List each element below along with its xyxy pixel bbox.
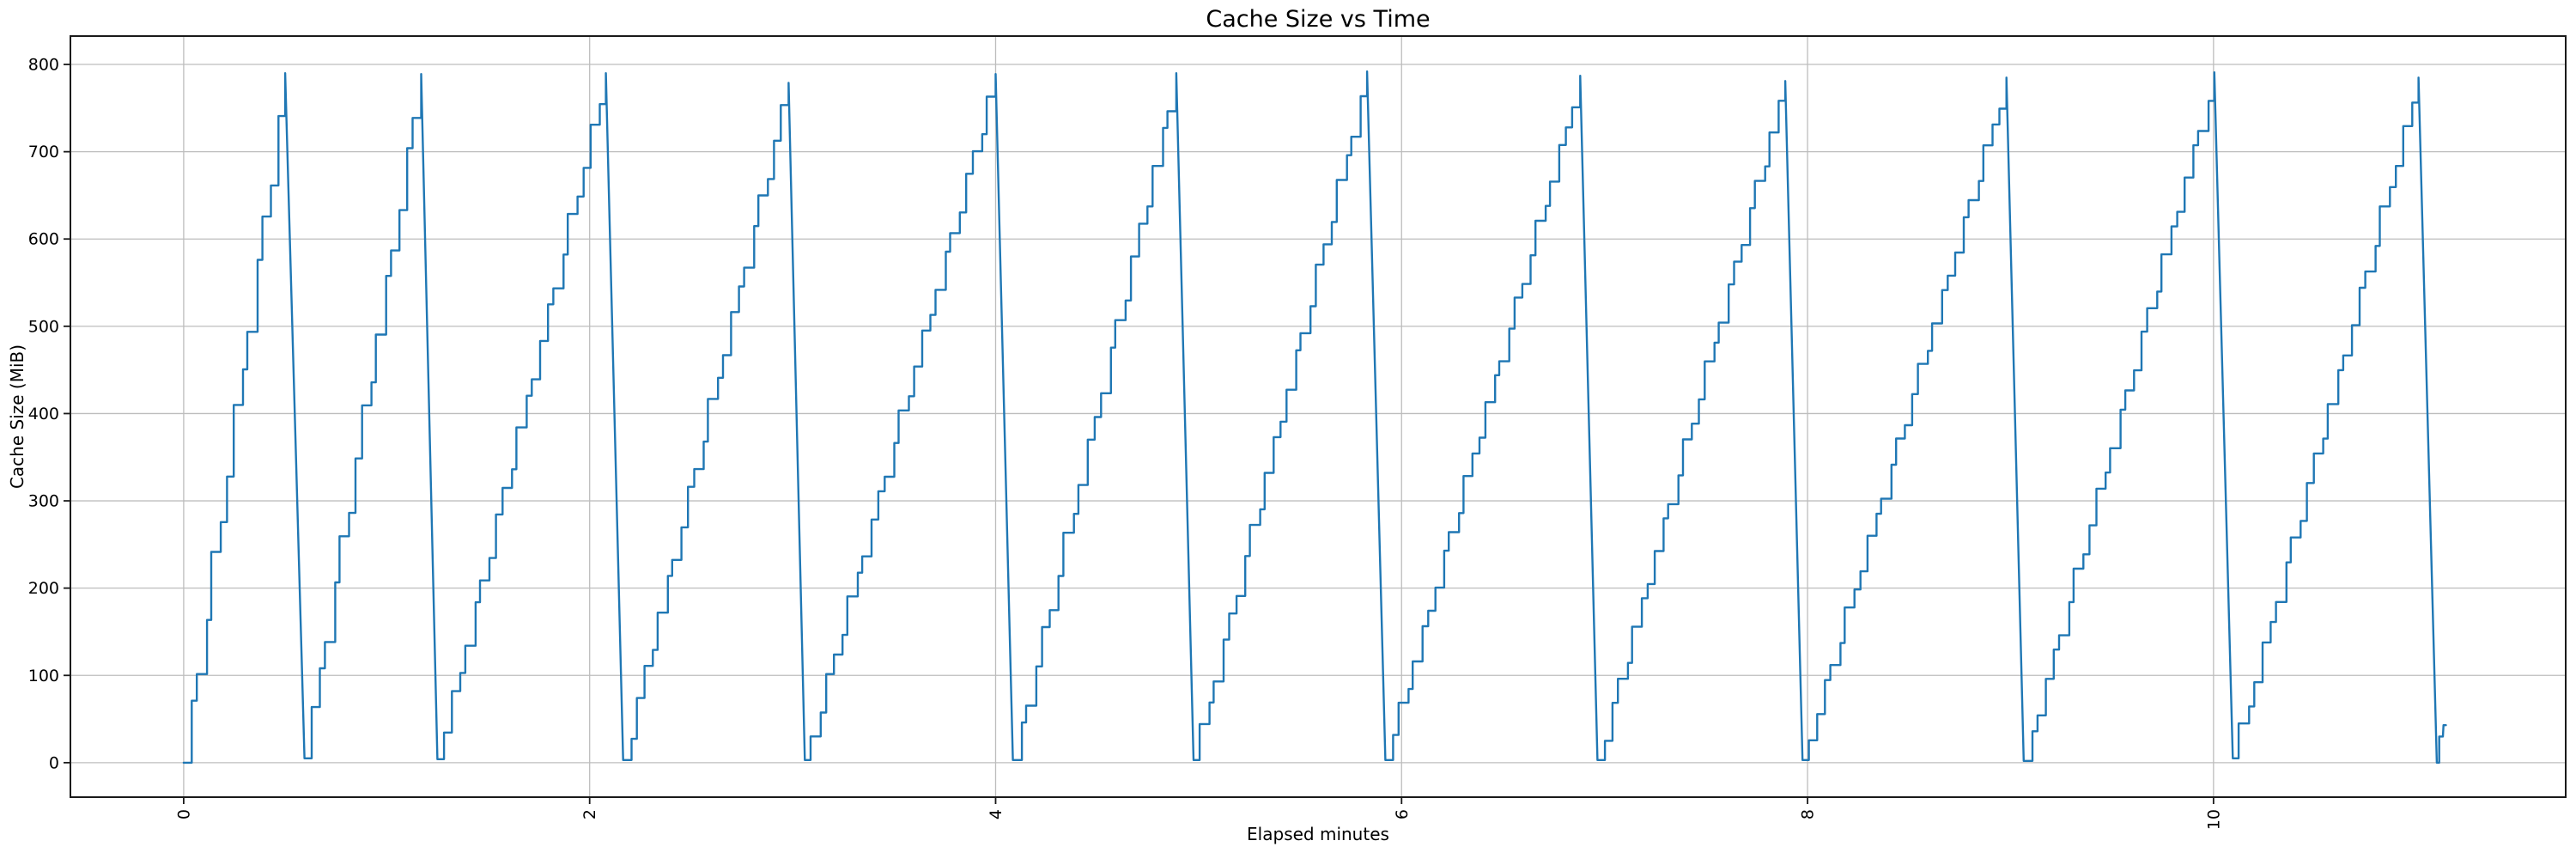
xtick-label-8: 8 [1799,809,1818,819]
ytick-label-600: 600 [28,230,59,249]
axis-tick-labels: 0 100 200 300 400 500 600 700 800 0 2 4 6 8 10 [28,56,2224,831]
xtick-label-4: 4 [987,809,1005,819]
cache-size-series-line [182,70,2447,765]
ytick-label-500: 500 [28,317,59,336]
xtick-label-6: 6 [1393,809,1412,819]
ytick-label-800: 800 [28,56,59,75]
ytick-label-300: 300 [28,492,59,511]
y-axis-label: Cache Size (MiB) [7,344,27,489]
chart-title: Cache Size vs Time [1206,6,1430,33]
xtick-label-0: 0 [174,809,193,819]
ytick-label-400: 400 [28,405,59,423]
gridlines [70,36,2566,797]
ytick-label-0: 0 [49,753,59,772]
plot-border [70,35,2567,798]
ytick-label-200: 200 [28,579,59,598]
ytick-label-100: 100 [28,667,59,685]
axis-ticks [64,64,2215,804]
xtick-label-2: 2 [580,809,599,819]
xtick-label-10: 10 [2204,809,2223,830]
ytick-label-700: 700 [28,143,59,161]
x-axis-label: Elapsed minutes [1247,824,1389,844]
